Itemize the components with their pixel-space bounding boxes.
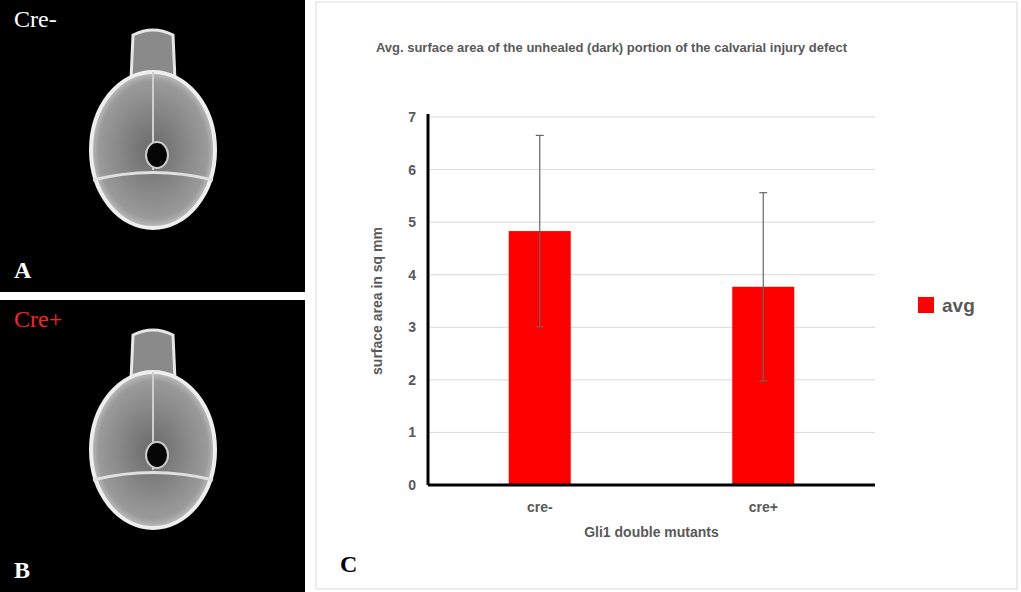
grid-line [428, 485, 875, 486]
error-bar [759, 193, 767, 381]
legend-label: avg [942, 295, 975, 316]
image-background [0, 300, 305, 592]
chart-title: Avg. surface area of the unhealed (dark)… [376, 40, 848, 55]
grid-line [428, 379, 875, 380]
image-panel: Cre+ B [0, 300, 305, 592]
tick-label: 2 [408, 372, 416, 388]
tick-label: 6 [408, 162, 416, 178]
category-label: cre+ [749, 499, 778, 515]
skull-ridge [93, 473, 213, 481]
error-cap [759, 380, 767, 381]
error-stem [539, 135, 540, 326]
chart-frame [316, 2, 1017, 589]
panel-letter: C [340, 551, 357, 577]
grid-line [428, 432, 875, 433]
injury-defect [146, 142, 168, 168]
injury-defect [146, 442, 168, 468]
canvas: Cre- A Cre+ B C Avg. surface area of the unhe… [0, 0, 1021, 592]
x-axis-title: Gli1 double mutants [584, 524, 719, 540]
error-cap [759, 192, 767, 193]
grid-line [428, 327, 875, 328]
grid-line [428, 222, 875, 223]
tick-label: 7 [408, 109, 416, 125]
legend: avg [918, 295, 975, 316]
error-stem [763, 193, 764, 381]
y-axis [427, 114, 430, 485]
tick-label: 0 [408, 477, 416, 493]
image-panel: Cre- A [0, 0, 305, 292]
tick-label: 5 [408, 214, 416, 230]
image-label: Cre- [14, 6, 57, 32]
marks [509, 135, 795, 485]
image-label: Cre+ [14, 306, 62, 332]
tick-label: 3 [408, 319, 416, 335]
error-cap [536, 135, 544, 136]
root: Cre- A Cre+ B C Avg. surface area of the unhe… [0, 0, 1021, 592]
skull-ridge [93, 173, 213, 181]
tick-label: 1 [408, 424, 416, 440]
panel-letter: B [14, 557, 30, 583]
category-label: cre- [527, 499, 553, 515]
tick-label: 4 [408, 267, 416, 283]
y-axis-title: surface area in sq mm [369, 227, 385, 375]
skull-vault [91, 72, 215, 228]
legend-swatch [918, 297, 934, 313]
grid-line [428, 169, 875, 170]
grid-line [428, 274, 875, 275]
x-axis [428, 484, 875, 487]
image-background [0, 0, 305, 292]
grid-line [428, 117, 875, 118]
error-bar [536, 135, 544, 326]
skull-vault [91, 372, 215, 528]
error-cap [536, 326, 544, 327]
panel-letter: A [14, 257, 32, 283]
